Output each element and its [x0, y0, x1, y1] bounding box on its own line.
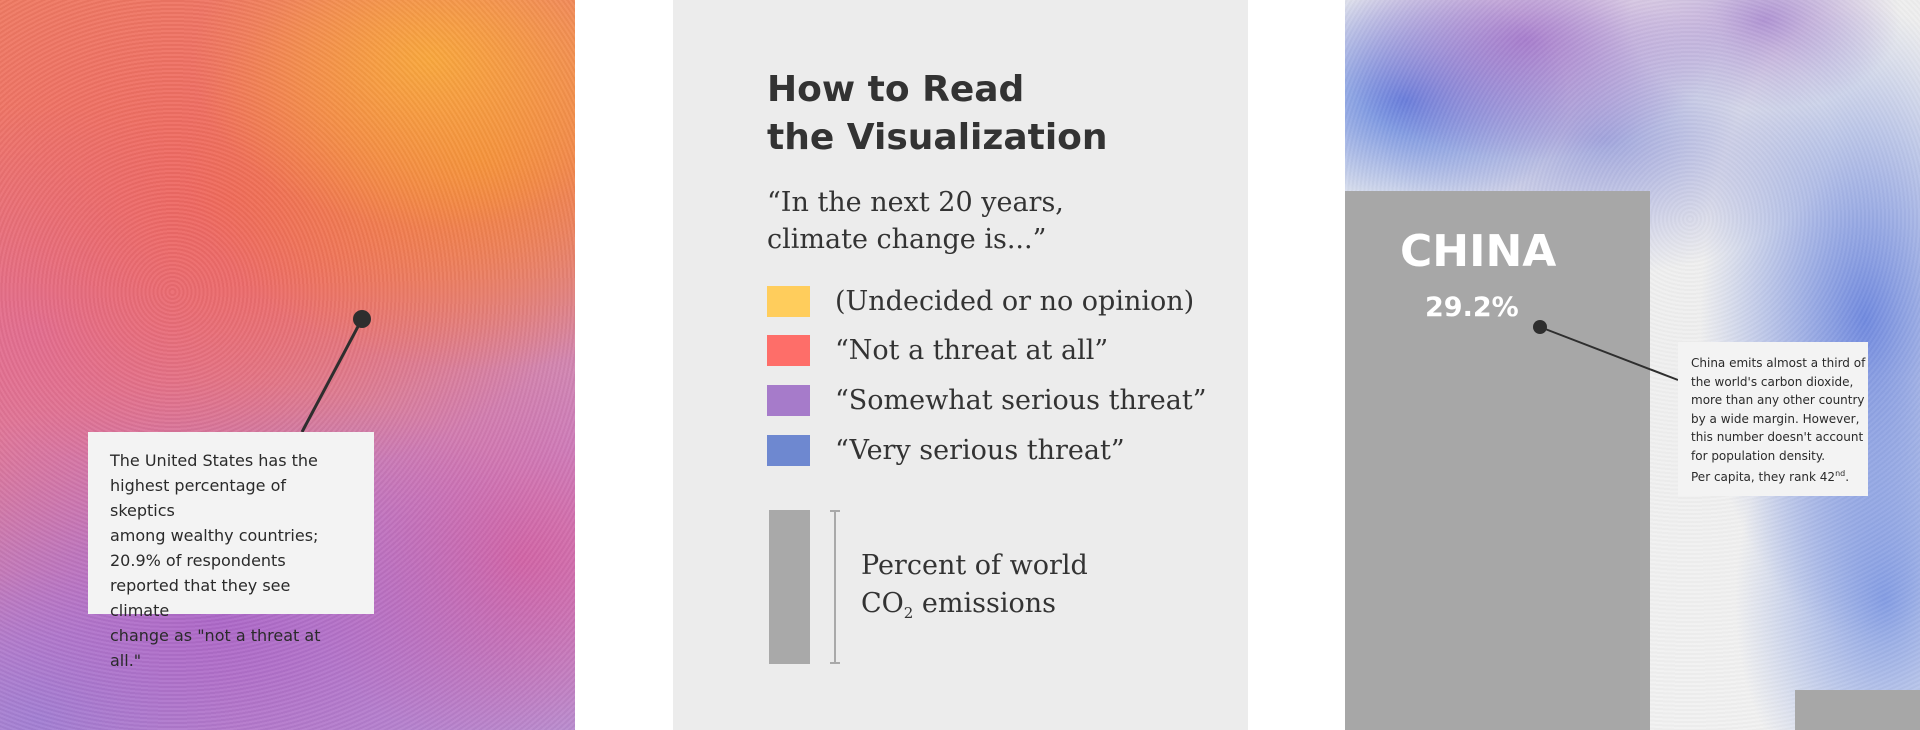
- co2-bracket: [830, 510, 840, 664]
- callout-line: this number doesn't account: [1691, 430, 1864, 444]
- callout-line: change as "not a threat at all.": [110, 626, 321, 670]
- watercolor-panel-right: CHINA 29.2% China emits almost a third o…: [1345, 0, 1920, 730]
- co2-label-subscript: 2: [903, 604, 914, 622]
- callout-line: by a wide margin. However,: [1691, 411, 1860, 426]
- callout-line: the world's carbon dioxide,: [1691, 374, 1854, 389]
- legend-title-line: How to Read: [767, 69, 1025, 110]
- co2-label-line: CO2 emissions: [861, 585, 1088, 632]
- co2-label-rest: emissions: [913, 588, 1056, 619]
- callout-line: Per capita, they rank 42nd.: [1691, 465, 1868, 487]
- co2-bar-sample: [769, 510, 810, 664]
- co2-bar-label: Percent of world CO2 emissions: [861, 547, 1088, 632]
- legend-swatch-very-serious: [767, 435, 810, 466]
- co2-label-co: CO: [861, 588, 904, 619]
- callout-line: The United States has the: [110, 451, 318, 470]
- survey-question-line: climate change is...”: [767, 224, 1047, 255]
- emissions-bar-partial: [1795, 690, 1920, 730]
- country-name: CHINA: [1400, 226, 1557, 277]
- china-emissions-bar: [1345, 191, 1650, 730]
- callout-rank-period: .: [1845, 470, 1850, 484]
- legend-swatch-undecided: [767, 286, 810, 317]
- callout-line: China emits almost a third of: [1691, 356, 1866, 370]
- callout-pointer-left: [300, 310, 371, 433]
- legend-title: How to Read the Visualization: [767, 66, 1108, 162]
- callout-dot-left: [353, 310, 371, 328]
- survey-question-line: “In the next 20 years,: [767, 187, 1064, 218]
- callout-line: 20.9% of respondents: [110, 551, 286, 570]
- legend-title-line: the Visualization: [767, 117, 1108, 158]
- legend-swatch-somewhat-serious: [767, 385, 810, 416]
- legend-label: “Somewhat serious threat”: [835, 385, 1207, 416]
- legend-label: “Not a threat at all”: [835, 335, 1109, 366]
- callout-line: for population density.: [1691, 448, 1826, 463]
- watercolor-panel-left: The United States has the highest percen…: [0, 0, 575, 730]
- callout-pointer-right: [1533, 320, 1679, 381]
- callout-line: among wealthy countries;: [110, 526, 319, 545]
- legend-label: (Undecided or no opinion): [835, 286, 1195, 317]
- us-callout-box: The United States has the highest percen…: [88, 432, 374, 670]
- country-emissions-value: 29.2%: [1425, 292, 1519, 323]
- co2-label-line: Percent of world: [861, 550, 1088, 581]
- callout-rank-text: Per capita, they rank 42: [1691, 470, 1836, 484]
- china-callout-box: China emits almost a third of the world'…: [1678, 342, 1868, 496]
- callout-line: highest percentage of skeptics: [110, 476, 287, 520]
- callout-rank-ordinal: nd: [1835, 469, 1846, 478]
- legend-panel: How to Read the Visualization “In the ne…: [673, 0, 1248, 730]
- survey-question: “In the next 20 years, climate change is…: [767, 184, 1064, 258]
- callout-dot-right: [1533, 320, 1547, 334]
- legend-swatch-not-a-threat: [767, 335, 810, 366]
- callout-line: reported that they see climate: [110, 576, 291, 620]
- callout-line: more than any other country: [1691, 393, 1865, 407]
- legend-label: “Very serious threat”: [835, 435, 1125, 466]
